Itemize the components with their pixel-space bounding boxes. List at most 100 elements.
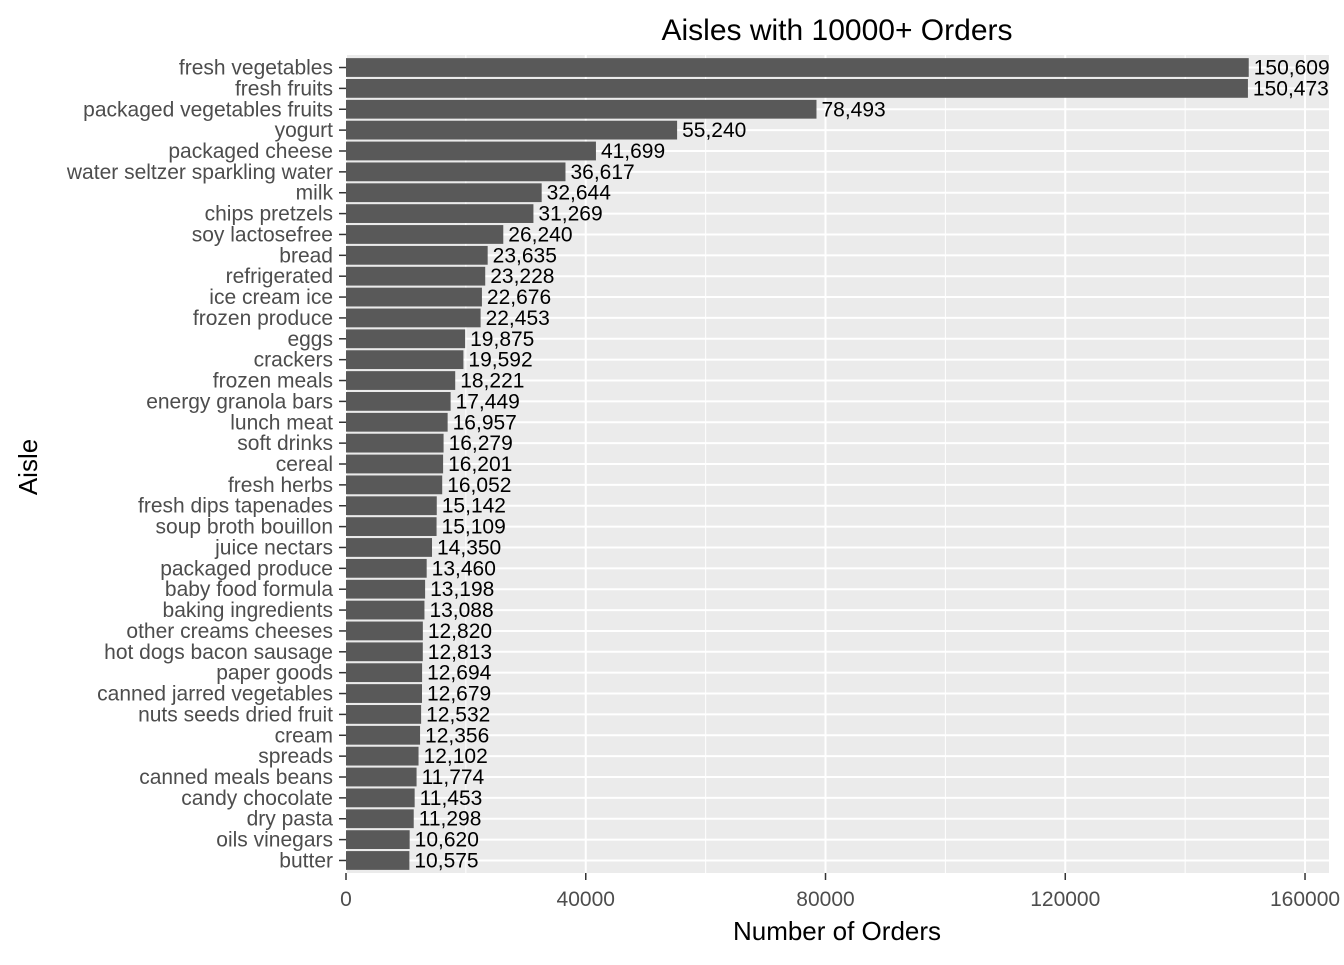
- bar-value-label: 12,356: [425, 724, 489, 747]
- y-tick-label: canned jarred vegetables: [97, 683, 333, 706]
- bar: [346, 412, 448, 432]
- bar-value-label: 19,875: [470, 328, 534, 351]
- x-tick-label: 160000: [1270, 888, 1340, 911]
- y-tick-label: frozen produce: [193, 307, 333, 330]
- y-tick-label: milk: [296, 182, 334, 205]
- bar-value-label: 16,052: [447, 474, 511, 497]
- y-tick-label: other creams cheeses: [126, 620, 333, 643]
- bar: [346, 392, 451, 411]
- chart-title: Aisles with 10000+ Orders: [661, 14, 1012, 47]
- bar-value-label: 22,676: [487, 286, 551, 309]
- y-tick-label: ice cream ice: [209, 286, 333, 309]
- y-tick-label: packaged cheese: [168, 140, 333, 163]
- bar: [346, 788, 415, 808]
- y-tick-label: soup broth bouillon: [156, 516, 333, 539]
- x-tick-label: 120000: [1030, 888, 1100, 911]
- bar-value-label: 11,298: [419, 808, 482, 831]
- y-tick-label: paper goods: [216, 662, 333, 685]
- y-tick-label: packaged produce: [160, 557, 333, 580]
- bar-value-label: 12,694: [427, 662, 492, 685]
- y-tick-label: spreads: [258, 745, 333, 768]
- bar: [346, 517, 437, 536]
- y-tick-label: fresh fruits: [235, 77, 333, 100]
- bar-value-label: 36,617: [570, 161, 634, 184]
- y-tick-label: chips pretzels: [205, 203, 333, 226]
- y-tick-label: refrigerated: [226, 265, 333, 288]
- bar: [346, 621, 423, 641]
- y-tick-label: packaged vegetables fruits: [83, 98, 333, 121]
- bar-value-label: 16,957: [453, 411, 517, 434]
- bar-value-label: 13,460: [432, 557, 496, 580]
- bar-value-label: 150,609: [1254, 57, 1330, 80]
- y-tick-label: oils vinegars: [216, 829, 333, 852]
- bar: [346, 454, 444, 474]
- y-tick-label: candy chocolate: [181, 787, 333, 810]
- bar: [346, 579, 426, 599]
- y-tick-label: fresh dips tapenades: [138, 495, 333, 518]
- y-tick-label: energy granola bars: [146, 390, 333, 413]
- bar-value-label: 12,820: [428, 620, 492, 643]
- bar-value-label: 16,201: [448, 453, 512, 476]
- bar: [346, 851, 410, 870]
- y-tick-label: yogurt: [275, 119, 334, 142]
- bar: [346, 725, 421, 745]
- bar: [346, 746, 419, 766]
- bar-value-label: 12,102: [424, 745, 488, 768]
- bar: [346, 287, 482, 307]
- y-tick-label: soy lactosefree: [192, 223, 333, 246]
- bar-value-label: 22,453: [486, 307, 550, 330]
- bar: [346, 684, 422, 703]
- bar: [346, 266, 486, 286]
- bar: [346, 78, 1248, 98]
- y-tick-label: soft drinks: [237, 432, 333, 455]
- y-tick-label: frozen meals: [213, 370, 333, 393]
- y-tick-label: crackers: [254, 349, 333, 372]
- bar: [346, 767, 417, 787]
- y-tick-label: fresh herbs: [228, 474, 333, 497]
- bar-value-label: 41,699: [601, 140, 665, 163]
- y-tick-label: cereal: [276, 453, 333, 476]
- bar: [346, 558, 427, 578]
- bar-value-label: 18,221: [460, 370, 524, 393]
- bar-value-label: 17,449: [456, 390, 520, 413]
- bar: [346, 642, 423, 662]
- y-tick-label: baby food formula: [165, 578, 333, 601]
- bar: [346, 329, 466, 349]
- bar: [346, 225, 504, 244]
- bar: [346, 162, 566, 182]
- bar-value-label: 31,269: [538, 203, 602, 226]
- bar: [346, 433, 444, 453]
- bar-value-label: 19,592: [468, 349, 532, 372]
- bar-value-label: 13,088: [429, 599, 493, 622]
- bar: [346, 830, 410, 850]
- bar-value-label: 78,493: [821, 98, 885, 121]
- bar-value-label: 12,532: [426, 703, 490, 726]
- bar: [346, 308, 481, 328]
- bar: [346, 99, 817, 119]
- x-tick-label: 0: [340, 888, 352, 911]
- bar: [346, 245, 488, 265]
- bar-value-label: 55,240: [682, 119, 746, 142]
- bar: [346, 663, 423, 683]
- y-tick-label: bread: [279, 244, 333, 267]
- y-tick-label: hot dogs bacon sausage: [104, 641, 333, 664]
- bar-value-label: 11,774: [422, 766, 485, 789]
- bar-value-label: 13,198: [430, 578, 494, 601]
- bar: [346, 475, 443, 495]
- bar: [346, 809, 414, 829]
- bar: [346, 350, 464, 370]
- bar-value-label: 10,620: [415, 829, 479, 852]
- y-tick-label: water seltzer sparkling water: [66, 161, 333, 184]
- bar-value-label: 32,644: [547, 182, 612, 205]
- bar-value-label: 12,679: [427, 683, 491, 706]
- bar-value-label: 150,473: [1253, 77, 1329, 100]
- x-axis-title: Number of Orders: [733, 916, 941, 946]
- bar: [346, 120, 678, 140]
- bar-value-label: 16,279: [449, 432, 513, 455]
- bar: [346, 705, 422, 724]
- bar-value-label: 14,350: [437, 536, 501, 559]
- x-tick-label: 40000: [557, 888, 615, 911]
- bar-value-label: 15,142: [442, 495, 506, 518]
